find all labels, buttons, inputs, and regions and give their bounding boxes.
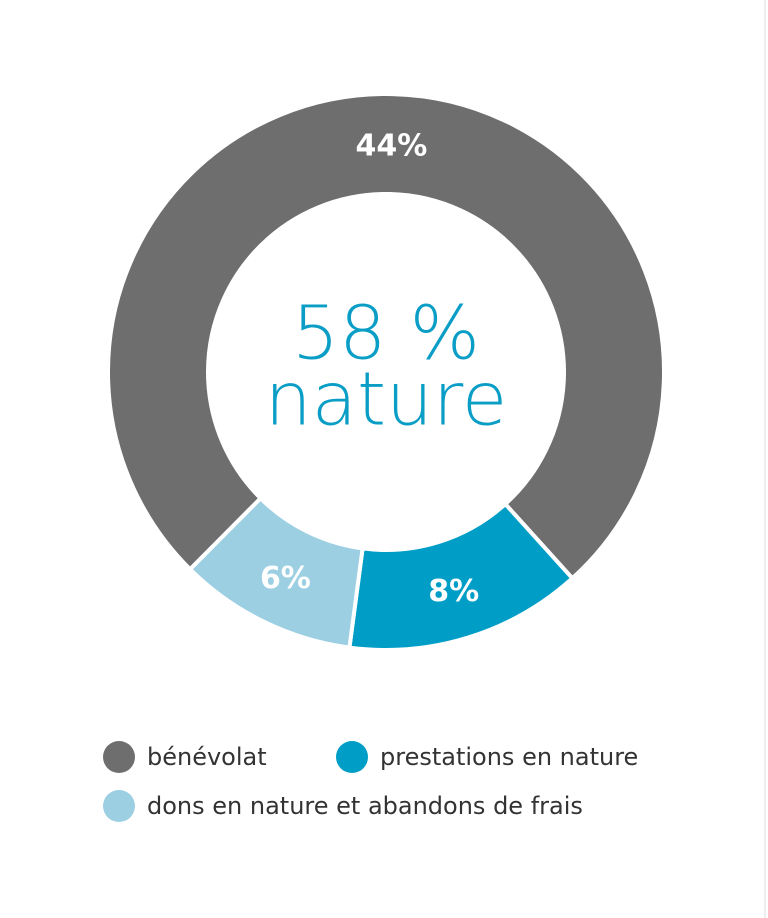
legend-swatch [336,741,368,773]
center-text: 58 % [292,291,480,377]
legend-swatch [103,741,135,773]
legend-label: bénévolat [147,743,267,771]
legend-label: dons en nature et abandons de frais [147,792,583,820]
center-text: nature [265,357,508,443]
donut-segment [187,495,365,650]
legend-label: prestations en nature [380,743,638,771]
legend-swatch [103,790,135,822]
data-label: 8% [428,574,479,609]
data-label: 44% [355,129,427,164]
donut-segment [106,92,666,582]
data-label: 6% [260,561,311,596]
